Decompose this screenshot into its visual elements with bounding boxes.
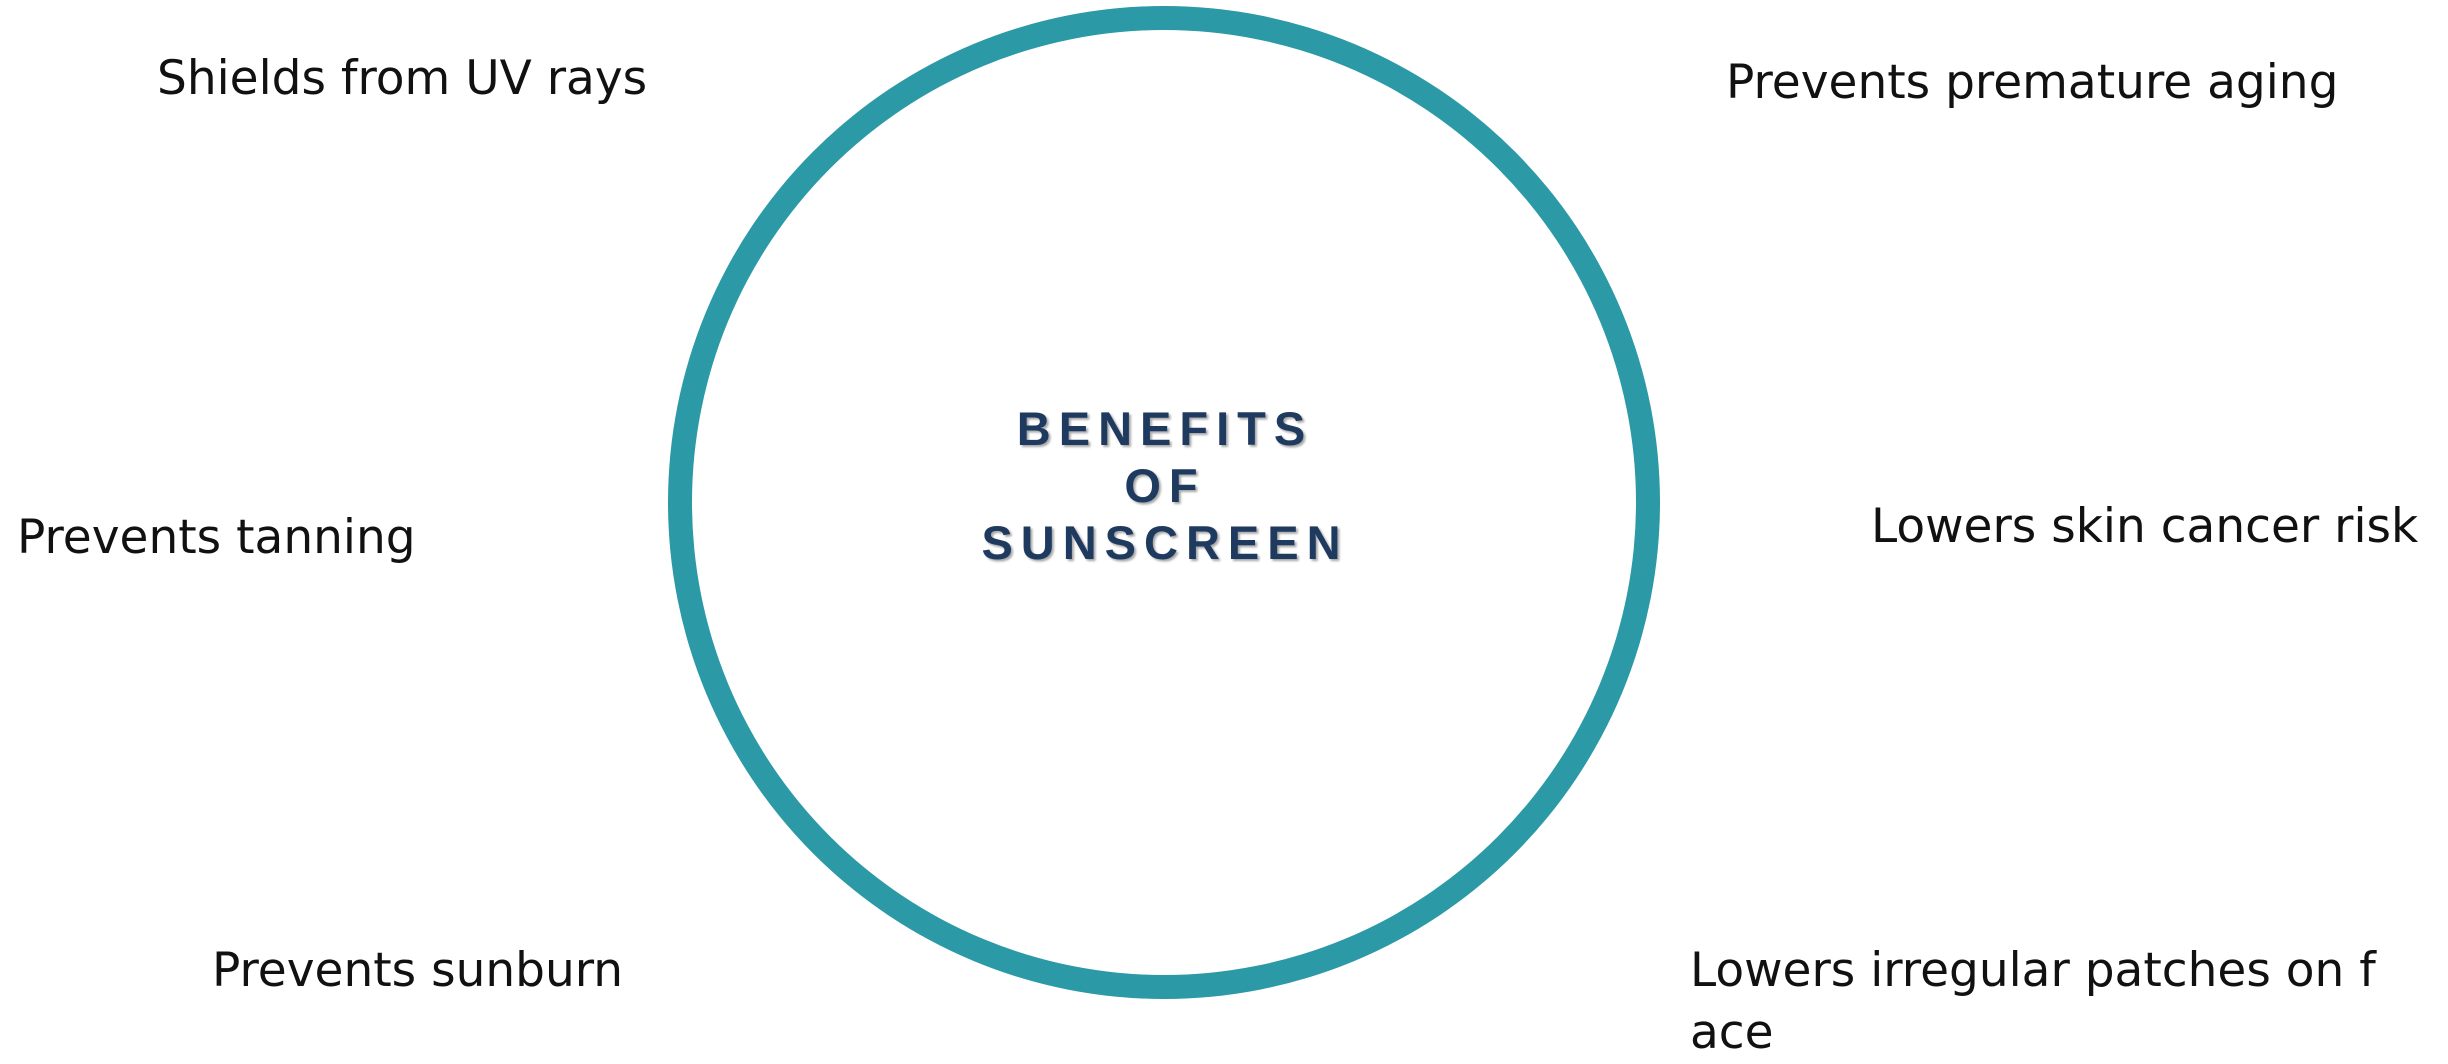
center-title: BENEFITS OF SUNSCREEN: [900, 400, 1430, 571]
benefit-label-cancer-risk: Lowers skin cancer risk: [1871, 499, 2419, 554]
center-title-line-3: SUNSCREEN: [981, 516, 1349, 569]
benefit-label-prevents-tanning: Prevents tanning: [17, 510, 416, 565]
center-title-line-1: BENEFITS: [1016, 402, 1314, 455]
benefit-label-irregular-patches-line-1: Lowers irregular patches on f: [1690, 943, 2376, 998]
benefit-label-shields-uv: Shields from UV rays: [157, 51, 648, 106]
benefit-label-irregular-patches-line-2: ace: [1690, 1005, 1774, 1060]
benefit-label-irregular-patches: Lowers irregular patches on f ace: [1690, 940, 2410, 1064]
benefit-label-prevents-aging: Prevents premature aging: [1726, 55, 2339, 110]
benefit-label-prevents-sunburn: Prevents sunburn: [212, 943, 624, 998]
center-title-line-2: OF: [1124, 459, 1206, 512]
